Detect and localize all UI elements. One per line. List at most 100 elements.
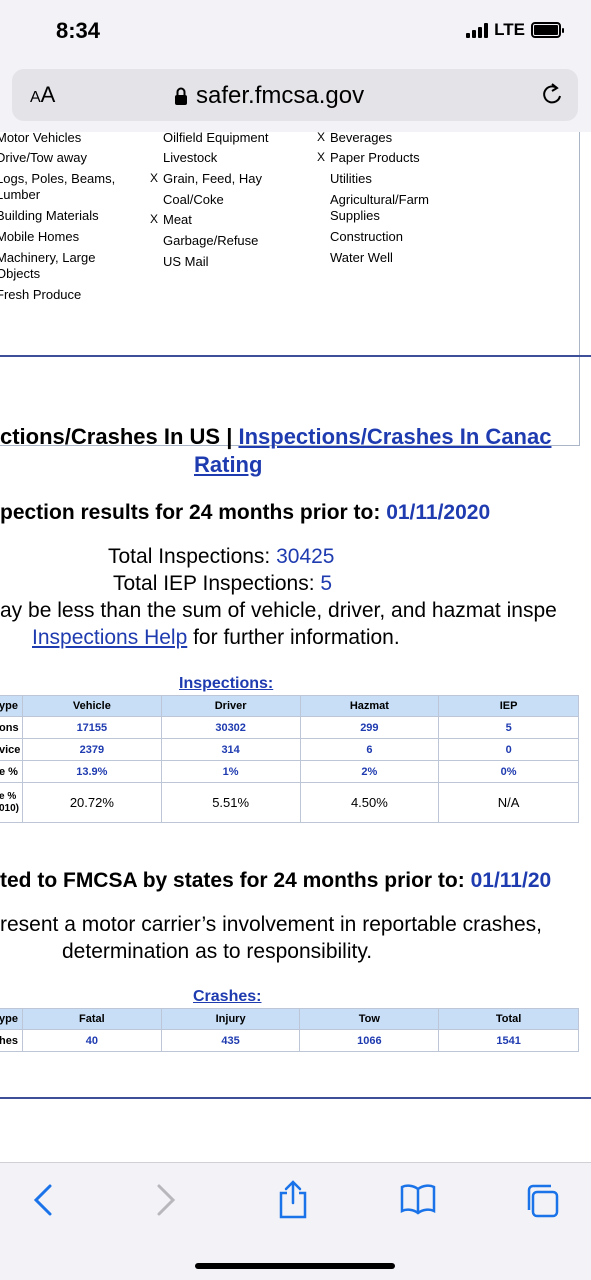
inspections-date: 01/11/2020 <box>386 501 491 524</box>
table-cell: 314 <box>160 738 301 761</box>
table-cell: 13.9% <box>21 760 162 783</box>
url-field[interactable]: safer.fmcsa.gov <box>174 82 364 110</box>
header-cell: Fatal <box>21 1008 162 1030</box>
inspections-help-link[interactable]: Inspections Help <box>32 626 188 649</box>
back-icon[interactable] <box>32 1183 54 1225</box>
header-cell: ype <box>0 1008 23 1030</box>
home-indicator[interactable] <box>195 1263 395 1269</box>
cargo-item: Building Materials <box>0 208 99 223</box>
browser-toolbar <box>0 1162 591 1280</box>
row-label: ons <box>0 716 23 739</box>
table-header-row: ype Vehicle Driver Hazmat IEP <box>0 695 579 717</box>
header-cell: Tow <box>299 1008 440 1030</box>
table-cell: 6 <box>299 738 440 761</box>
crashes-heading: ted to FMCSA by states for 24 months pri… <box>0 869 552 892</box>
crashes-caption: Crashes: <box>193 988 262 1005</box>
header-cell: Total <box>438 1008 579 1030</box>
header-cell: Vehicle <box>21 695 162 717</box>
table-row: ons 17155 30302 299 5 <box>0 716 579 739</box>
cargo-item: Livestock <box>163 150 218 165</box>
table-cell: 0% <box>438 760 579 783</box>
table-header-row: ype Fatal Injury Tow Total <box>0 1008 579 1030</box>
table-cell: 2% <box>299 760 440 783</box>
cargo-item: Oilfield Equipment <box>163 132 269 145</box>
battery-icon <box>531 22 564 38</box>
table-cell: 20.72% <box>21 782 162 823</box>
cargo-item: US Mail <box>163 254 209 269</box>
table-row: vice 2379 314 6 0 <box>0 738 579 761</box>
row-label: e % <box>0 760 23 783</box>
address-bar-area: AA safer.fmcsa.gov <box>0 62 591 132</box>
total-inspections: Total Inspections: 30425 <box>108 545 335 568</box>
table-cell: 1066 <box>299 1029 440 1052</box>
tabs-icon[interactable] <box>524 1183 560 1227</box>
cargo-item: Water Well <box>330 250 393 265</box>
inspections-caption: Inspections: <box>179 675 274 692</box>
cargo-item: Mobile Homes <box>0 229 80 244</box>
cargo-item: Machinery, Large <box>0 250 96 265</box>
crashes-note-2: determination as to responsibility. <box>62 940 373 963</box>
inspections-us-label: ctions/Crashes In US <box>0 424 221 449</box>
cargo-item: Objects <box>0 266 41 281</box>
cargo-item: Fresh Produce <box>0 287 82 302</box>
cargo-item: Coal/Coke <box>163 192 224 207</box>
table-cell: 299 <box>299 716 440 739</box>
table-row: hes 40 435 1066 1541 <box>0 1029 579 1052</box>
network-label: LTE <box>494 20 525 39</box>
rating-link[interactable]: Rating <box>194 452 263 477</box>
address-bar[interactable]: AA safer.fmcsa.gov <box>12 69 578 121</box>
signal-icon <box>466 22 489 38</box>
inspections-help-line: Inspections Help for further information… <box>32 626 400 649</box>
cargo-item: Construction <box>330 229 403 244</box>
section-divider <box>0 355 591 357</box>
inspections-nav: ctions/Crashes In US | Inspections/Crash… <box>0 424 551 450</box>
cargo-item: X Beverages <box>317 132 393 145</box>
cargo-item: X Paper Products <box>317 150 420 165</box>
table-cell: 5 <box>438 716 579 739</box>
cargo-item: Utilities <box>330 171 372 186</box>
inspections-heading: pection results for 24 months prior to: … <box>0 501 491 524</box>
reload-icon[interactable] <box>540 82 564 115</box>
x-mark: X <box>150 171 159 185</box>
crashes-note-1: resent a motor carrier’s involvement in … <box>0 913 542 936</box>
crashes-table: ype Fatal Injury Tow Total hes 40 435 10… <box>0 1008 579 1052</box>
cargo-item: Lumber <box>0 187 41 202</box>
header-cell: Injury <box>160 1008 301 1030</box>
cargo-item: Logs, Poles, Beams, <box>0 171 116 186</box>
web-content: Motor Vehicles Drive/Tow away Logs, Pole… <box>0 132 591 1162</box>
table-cell: 1% <box>160 760 301 783</box>
header-cell: Hazmat <box>299 695 440 717</box>
total-iep-inspections: Total IEP Inspections: 5 <box>113 572 333 595</box>
text-size-button[interactable]: AA <box>30 82 56 107</box>
lock-icon <box>175 87 187 105</box>
cargo-item: X Meat <box>150 212 192 227</box>
section-divider <box>0 1097 591 1099</box>
table-cell: 0 <box>438 738 579 761</box>
inspections-table: ype Vehicle Driver Hazmat IEP ons 17155 … <box>0 695 579 823</box>
share-icon[interactable] <box>277 1179 309 1227</box>
status-bar: 8:34 LTE <box>0 0 591 62</box>
table-cell: 40 <box>21 1029 162 1052</box>
table-cell: 17155 <box>21 716 162 739</box>
inspections-canada-link[interactable]: Inspections/Crashes In Canac <box>238 424 552 449</box>
table-row: e % 010) 20.72% 5.51% 4.50% N/A <box>0 782 579 823</box>
table-cell: 1541 <box>438 1029 579 1052</box>
row-label: e % 010) <box>0 782 23 823</box>
table-cell: 4.50% <box>299 782 440 823</box>
inspections-note: ay be less than the sum of vehicle, driv… <box>0 599 557 622</box>
url-text: safer.fmcsa.gov <box>196 82 365 109</box>
x-mark: X <box>317 132 326 144</box>
cargo-carried-box <box>0 132 580 446</box>
header-cell: IEP <box>438 695 579 717</box>
header-cell: Driver <box>160 695 301 717</box>
bookmarks-icon[interactable] <box>400 1183 436 1223</box>
cargo-item: Garbage/Refuse <box>163 233 259 248</box>
cargo-item: Supplies <box>330 208 380 223</box>
forward-icon[interactable] <box>155 1183 177 1225</box>
x-mark: X <box>317 150 326 164</box>
x-mark: X <box>150 212 159 226</box>
cargo-item: X Grain, Feed, Hay <box>150 171 262 186</box>
row-label: hes <box>0 1029 23 1052</box>
header-cell: ype <box>0 695 23 717</box>
cargo-item: Drive/Tow away <box>0 150 88 165</box>
